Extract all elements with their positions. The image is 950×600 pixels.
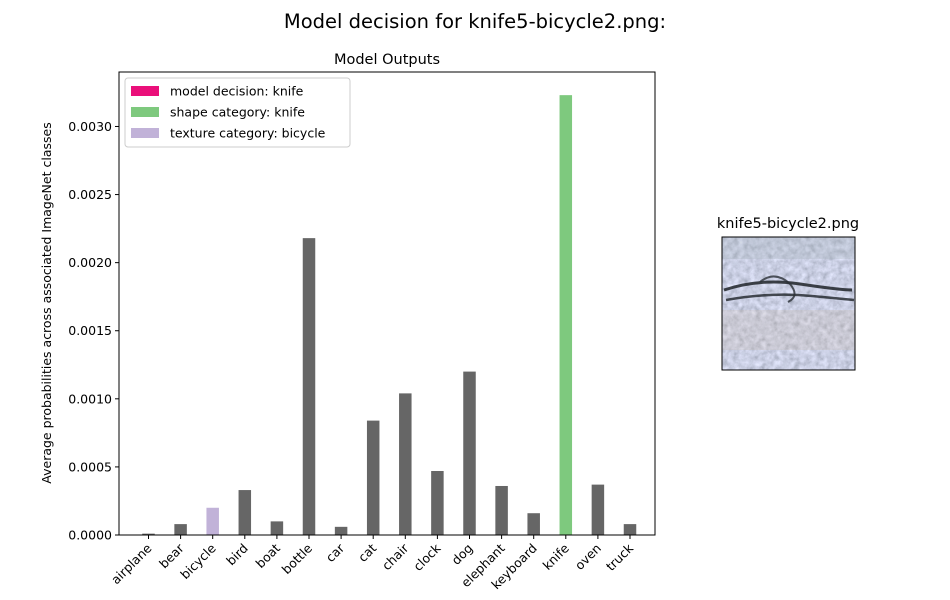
bar-knife [559,95,573,536]
legend-label: texture category: bicycle [170,126,326,141]
thumbnail-title: knife5-bicycle2.png [717,216,859,232]
bar-airplane [142,533,155,535]
x-tick-label-car: car [323,540,348,565]
bar-keyboard [527,513,540,535]
chart-title: Model Outputs [334,52,440,68]
bar-boat [270,521,284,535]
legend-label: model decision: knife [170,84,304,99]
x-tick-label-oven: oven [572,541,604,573]
y-tick-label: 0.0025 [68,187,112,202]
x-tick-label-airplane: airplane [108,540,155,587]
legend-swatch [131,86,159,96]
bar-chart: 0.0000 0.0005 0.0010 0.0015 0.0020 0.0025 0.00… [68,71,656,592]
bar-truck [623,524,637,535]
legend-box [124,77,351,148]
x-tick-label-bird: bird [223,541,251,569]
bar-chair [399,393,412,535]
bar-bear [174,524,187,535]
bar-bottle [302,238,316,535]
legend-label: shape category: knife [170,105,305,120]
y-tick-label: 0.0015 [68,323,112,338]
x-tick-label-dog: dog [448,541,475,568]
legend-swatch [131,128,159,138]
x-tick-label-cat: cat [355,540,379,564]
bar-oven [591,484,605,535]
x-tick-label-knife: knife [540,540,573,573]
x-tick-label-bicycle: bicycle [177,540,219,582]
bar-bird [238,490,252,535]
x-tick-label-bottle: bottle [279,540,316,577]
x-tick-label-truck: truck [603,540,637,574]
bar-dog [463,371,476,535]
x-tick-label-clock: clock [410,540,444,574]
y-tick-label: 0.0005 [68,459,112,474]
y-axis-label: Average probabilities across associated … [39,122,54,483]
x-tick-label-chair: chair [379,540,412,573]
stimulus-thumbnail [721,236,856,371]
y-tick-label: 0.0010 [68,391,112,406]
plot-frame [118,71,656,536]
bar-elephant [495,485,508,535]
y-tick-label: 0.0020 [68,255,112,270]
bar-car [334,526,348,535]
y-tick-label: 0.0000 [68,528,112,543]
legend-swatch [131,107,159,117]
bar-cat [366,420,380,535]
figure-title: Model decision for knife5-bicycle2.png: [284,10,666,33]
y-tick-label: 0.0030 [68,119,112,134]
bar-clock [431,470,444,535]
bar-bicycle [206,507,219,535]
